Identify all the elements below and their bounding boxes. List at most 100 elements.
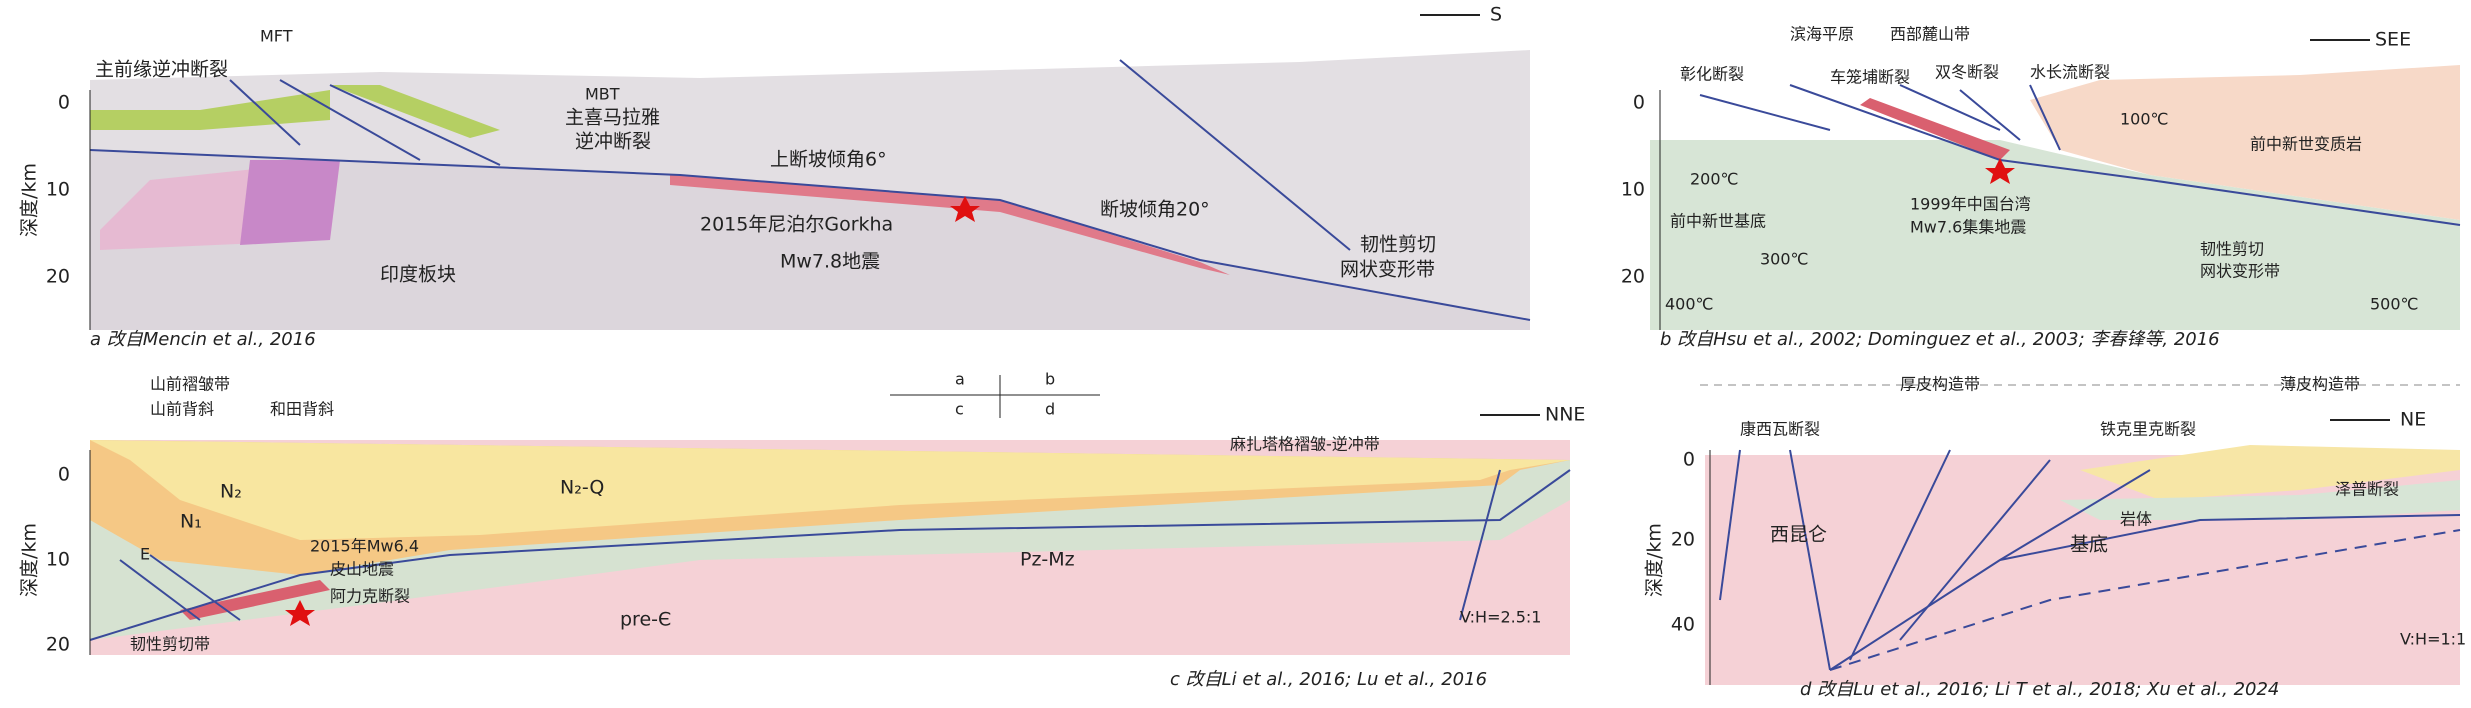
label: 200℃: [1690, 170, 1739, 189]
epicenter: [285, 600, 315, 626]
index-label: a: [955, 370, 965, 389]
label: 铁克里克断裂: [2100, 420, 2196, 439]
label: 山前褶皱带: [150, 375, 230, 394]
label: 2015年Mw6.4: [310, 537, 419, 556]
label: V:H=1:1: [2400, 630, 2466, 649]
n2-q: [90, 440, 1570, 540]
label: 前中新世基底: [1670, 212, 1766, 231]
caption: b 改自Hsu et al., 2002; Dominguez et al., …: [1660, 329, 2220, 350]
label: V:H=2.5:1: [1460, 608, 1541, 627]
label: pre-Є: [620, 609, 671, 631]
fault: [1699, 84, 2061, 151]
tick: 20: [46, 266, 70, 288]
tick: 20: [1621, 266, 1645, 288]
label: 2015年尼泊尔Gorkha: [700, 214, 893, 236]
axis-title: 深度/km: [19, 163, 41, 237]
direction: S: [1490, 4, 1502, 26]
label: 韧性剪切带: [130, 635, 210, 654]
panel-index: a b c d: [890, 370, 1100, 419]
index-label: b: [1045, 370, 1055, 389]
block: [240, 160, 340, 245]
label: 基底: [2070, 534, 2108, 556]
label: 前中新世变质岩: [2250, 135, 2362, 154]
label: 双冬断裂: [1935, 63, 1999, 82]
label: E: [140, 545, 150, 564]
fault: [1829, 514, 2461, 671]
tick: 20: [46, 634, 70, 656]
epicenter: [950, 196, 980, 222]
caption: c 改自Li et al., 2016; Lu et al., 2016: [1170, 669, 1487, 690]
label: 逆冲断裂: [575, 131, 651, 153]
basement: [1650, 140, 2460, 330]
panel-a: S 0 10 20 深度/km MFT 主前缘逆冲断裂 MBT 主喜马拉雅 逆冲…: [19, 4, 1531, 350]
tick: 10: [1621, 179, 1645, 201]
label: 泽普断裂: [2335, 480, 2399, 499]
label: N₁: [180, 511, 202, 533]
strata: [330, 85, 500, 138]
rupture: [180, 580, 330, 620]
label: 西昆仑: [1770, 524, 1827, 546]
tick: 0: [1633, 92, 1645, 114]
fault: [229, 59, 1351, 251]
sediments: [2060, 480, 2460, 520]
tick: 0: [58, 92, 70, 114]
label: MFT: [260, 27, 293, 46]
axis-title: 深度/km: [1644, 523, 1666, 597]
label: 康西瓦断裂: [1740, 420, 1820, 439]
fault: [1789, 84, 2461, 226]
label: 山前背斜: [150, 400, 214, 419]
caption: d 改自Lu et al., 2016; Li T et al., 2018; …: [1800, 679, 2279, 700]
label: 车笼埔断裂: [1830, 68, 1910, 87]
moho: [1829, 529, 2461, 671]
label: 网状变形带: [2200, 262, 2280, 281]
label: 麻扎塔格褶皱-逆冲带: [1230, 435, 1380, 454]
label: 网状变形带: [1340, 259, 1435, 281]
label: 1999年中国台湾: [1910, 195, 2031, 214]
label: 西部麓山带: [1890, 25, 1970, 44]
rupture: [1860, 98, 2010, 160]
decollement: [89, 469, 1571, 641]
tick: 40: [1671, 614, 1695, 636]
label: 印度板块: [380, 264, 456, 286]
sediments: [2080, 445, 2460, 500]
label: 阿力克断裂: [330, 587, 410, 606]
label: N₂-Q: [560, 477, 604, 499]
label: 彰化断裂: [1680, 65, 1744, 84]
label: 断坡倾角20°: [1100, 199, 1210, 221]
tick: 10: [46, 549, 70, 571]
label: 主喜马拉雅: [565, 107, 660, 129]
label: 韧性剪切: [1360, 234, 1436, 256]
label: 水长流断裂: [2030, 63, 2110, 82]
fault: [1719, 449, 2151, 671]
direction: NE: [2400, 409, 2426, 431]
panel-d: 0 20 40 深度/km 厚皮构造带 薄皮构造带 NE 康西瓦断裂 铁克里克断…: [1644, 375, 2467, 701]
label: 和田背斜: [270, 400, 334, 419]
metamorphic: [2030, 65, 2460, 220]
label: 岩体: [2120, 510, 2152, 529]
index-label: d: [1045, 400, 1055, 419]
strata: [90, 90, 330, 130]
label: 薄皮构造带: [2280, 375, 2360, 394]
label: 上断坡倾角6°: [770, 149, 887, 171]
caption: a 改自Mencin et al., 2016: [90, 329, 316, 350]
panel-b: 0 10 20 SEE 滨海平原 西部麓山带 彰化断裂 车笼埔断裂 双冬断裂 水…: [1621, 25, 2461, 350]
label: 100℃: [2120, 110, 2169, 129]
label: 韧性剪切: [2200, 240, 2264, 259]
indian-plate: [90, 150, 1530, 330]
label: 厚皮构造带: [1900, 375, 1980, 394]
label: Pz-Mz: [1020, 549, 1075, 571]
label: Mw7.8地震: [780, 251, 880, 273]
tick: 20: [1671, 529, 1695, 551]
label: 滨海平原: [1790, 25, 1854, 44]
fault: [119, 469, 1501, 621]
axis-title: 深度/km: [19, 523, 41, 597]
direction: NNE: [1545, 404, 1585, 426]
label: 主前缘逆冲断裂: [95, 59, 228, 81]
index-label: c: [955, 400, 964, 419]
tick: 0: [1683, 449, 1695, 471]
tick: 10: [46, 179, 70, 201]
label: 400℃: [1665, 295, 1714, 314]
label: MBT: [585, 85, 620, 104]
rupture: [670, 175, 1230, 275]
